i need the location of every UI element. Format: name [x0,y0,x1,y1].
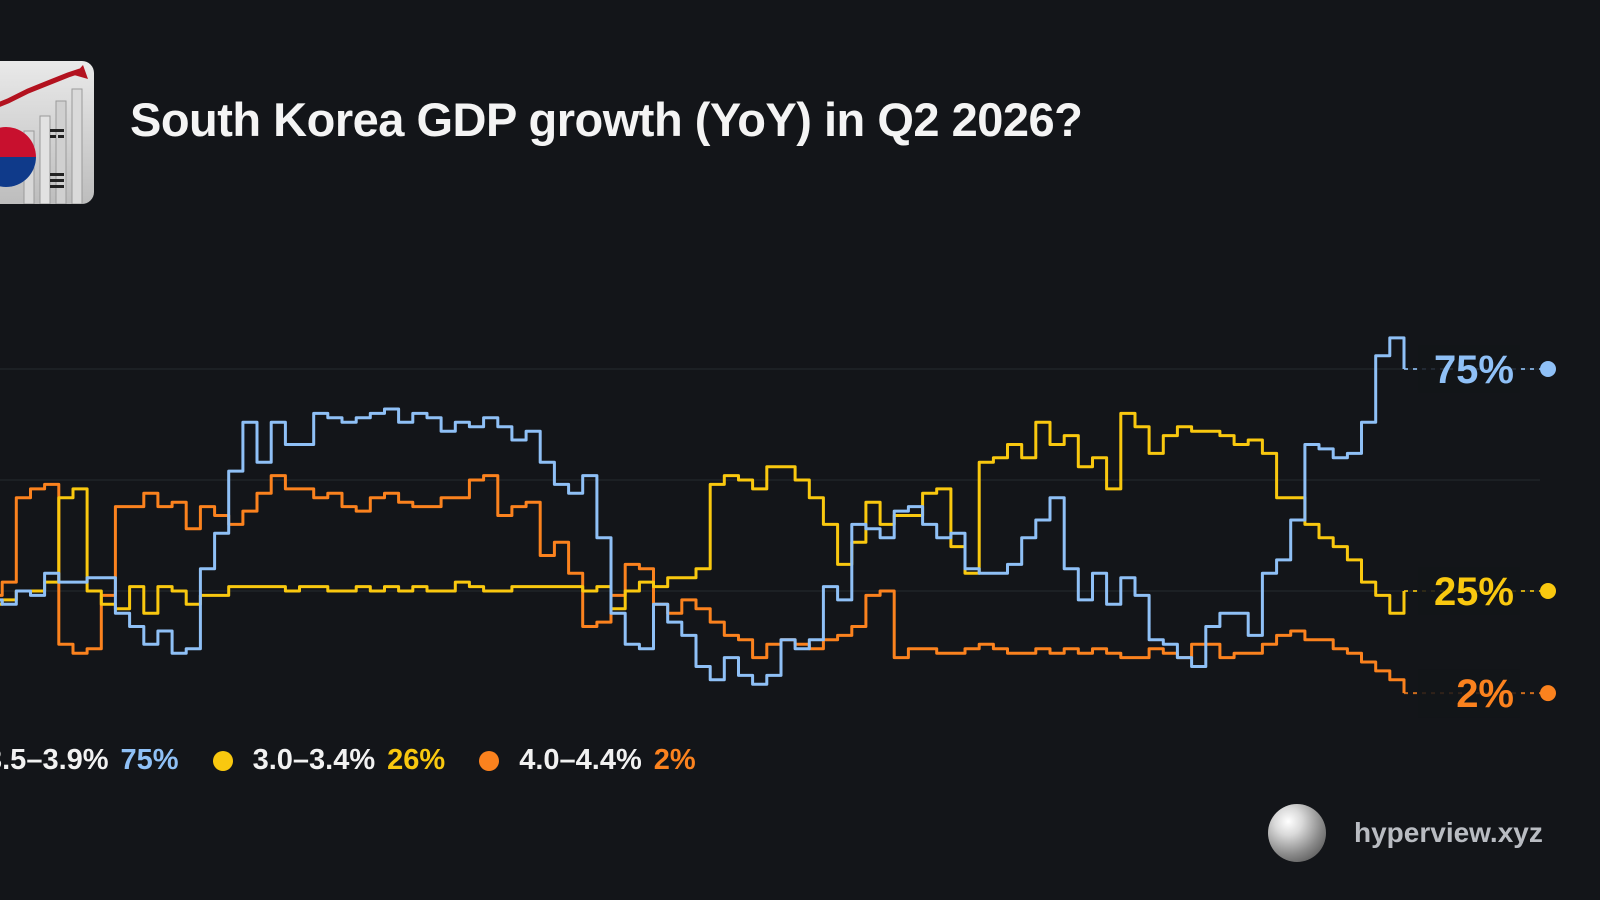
legend-value: 26% [387,744,446,776]
chart-title: South Korea GDP growth (YoY) in Q2 2026? [130,93,1083,146]
watermark[interactable]: hyperview.xyz [1268,804,1543,862]
watermark-text: hyperview.xyz [1354,817,1543,848]
series-line-0 [0,336,1406,686]
legend-value: 75% [120,744,179,776]
series-line-1 [0,411,1406,615]
end-dot[interactable] [1540,583,1556,599]
end-dot[interactable] [1540,685,1556,702]
legend-value: 2% [653,744,696,776]
legend-item-orange[interactable]: 4.0–4.4% 2% [479,744,696,777]
legend: 3.5–3.9% 75% 3.0–3.4% 26% 4.0–4.4% 2% [0,744,730,777]
series-line-2 [0,474,1406,694]
legend-swatch [479,750,500,771]
end-value-label: 75% [1434,348,1514,392]
end-value-label: 2% [1456,672,1514,716]
series-lines [0,336,1406,694]
legend-label: 3.0–3.4% [252,744,376,776]
legend-label: 4.0–4.4% [519,744,642,776]
end-label-backdrop [1418,669,1520,718]
end-dot[interactable] [1540,361,1556,377]
end-label-backdrop [1418,345,1520,393]
series-end-markers: 75% 25% 2% [1404,345,1556,718]
end-value-label: 25% [1434,570,1514,614]
gridlines [0,368,1540,592]
legend-label: 3.5–3.9% [0,744,109,776]
market-thumbnail [0,61,94,204]
hyperview-logo-icon [1268,804,1326,862]
korea-growth-image [0,61,94,204]
end-label-backdrop [1418,567,1520,615]
legend-item-yellow[interactable]: 3.0–3.4% 26% [212,744,446,777]
legend-swatch [212,750,233,771]
legend-item-blue[interactable]: 3.5–3.9% 75% [0,744,179,777]
